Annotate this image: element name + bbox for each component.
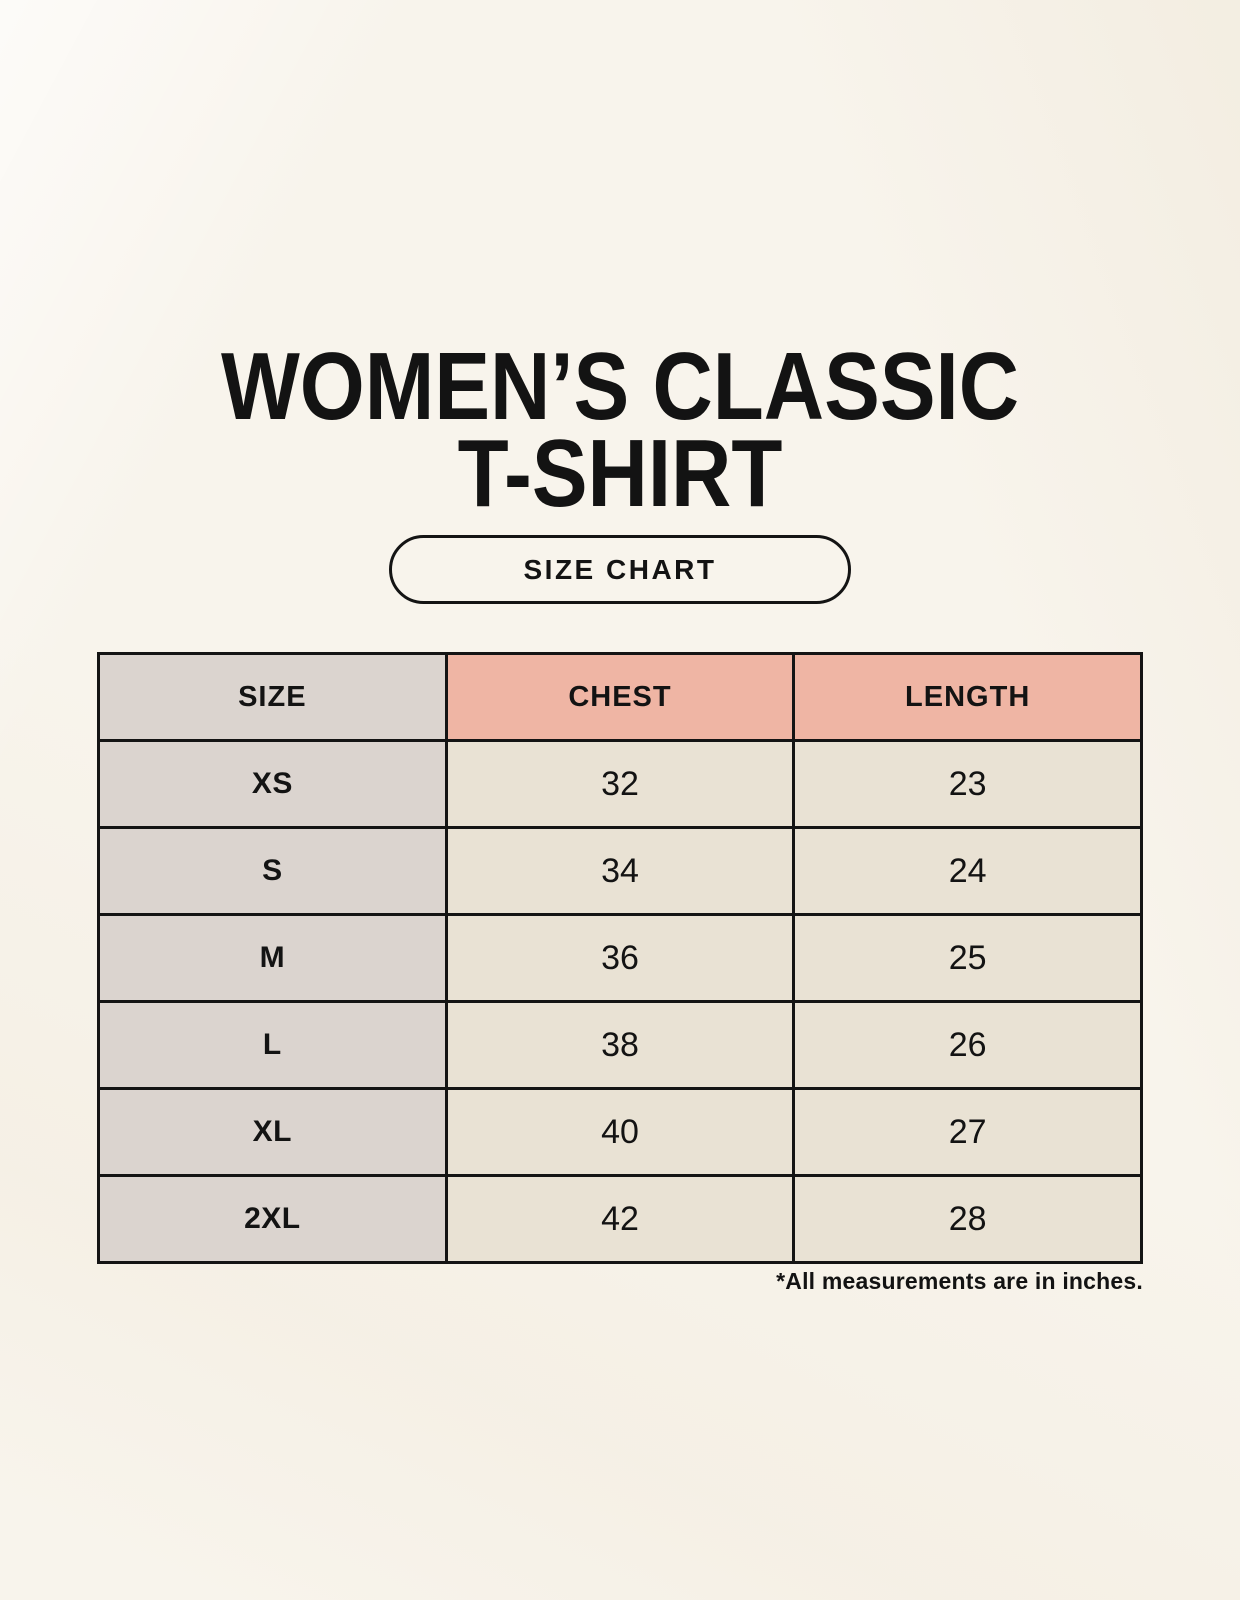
page-title-line2: T-SHIRT xyxy=(457,419,783,527)
table-row: L 38 26 xyxy=(97,1000,1143,1090)
chest-cell: 32 xyxy=(444,739,796,829)
measurements-footnote: *All measurements are in inches. xyxy=(776,1268,1143,1294)
table-row: XS 32 23 xyxy=(97,739,1143,829)
page-title: WOMEN’S CLASSIC T-SHIRT xyxy=(81,339,1160,521)
size-chart-table: SIZE CHEST LENGTH XS 32 23 S 34 24 M 36 … xyxy=(97,652,1143,1264)
column-header-length: LENGTH xyxy=(792,652,1143,742)
size-cell: XS xyxy=(97,739,448,829)
chest-cell: 38 xyxy=(444,1000,796,1090)
table-row: M 36 25 xyxy=(97,913,1143,1003)
chest-cell: 34 xyxy=(444,826,796,916)
table-header-row: SIZE CHEST LENGTH xyxy=(97,652,1143,742)
length-cell: 28 xyxy=(792,1174,1143,1264)
table-row: 2XL 42 28 xyxy=(97,1174,1143,1264)
length-cell: 23 xyxy=(792,739,1143,829)
length-cell: 25 xyxy=(792,913,1143,1003)
chest-cell: 42 xyxy=(444,1174,796,1264)
size-chart-button-label: SIZE CHART xyxy=(523,553,717,585)
table-row: S 34 24 xyxy=(97,826,1143,916)
size-cell: L xyxy=(97,1000,448,1090)
table-row: XL 40 27 xyxy=(97,1087,1143,1177)
size-cell: S xyxy=(97,826,448,916)
length-cell: 26 xyxy=(792,1000,1143,1090)
chest-cell: 36 xyxy=(444,913,796,1003)
size-cell: XL xyxy=(97,1087,448,1177)
page-title-line1: WOMEN’S CLASSIC xyxy=(220,333,1020,441)
column-header-chest: CHEST xyxy=(444,652,796,742)
length-cell: 24 xyxy=(792,826,1143,916)
size-cell: 2XL xyxy=(97,1174,448,1264)
size-chart-button[interactable]: SIZE CHART xyxy=(389,535,851,604)
column-header-size: SIZE xyxy=(97,652,448,742)
chest-cell: 40 xyxy=(444,1087,796,1177)
length-cell: 27 xyxy=(792,1087,1143,1177)
size-cell: M xyxy=(97,913,448,1003)
